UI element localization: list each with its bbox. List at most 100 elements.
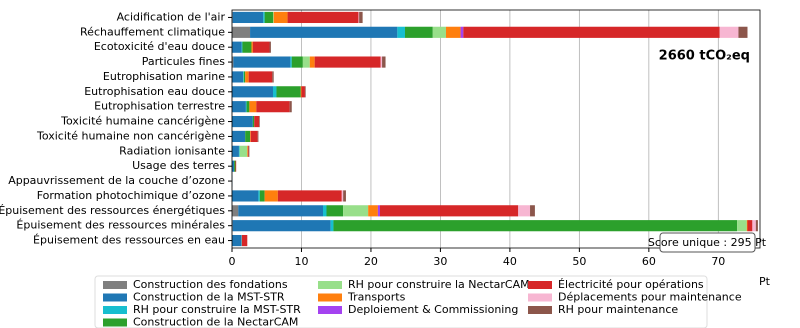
bar-segment [232,220,331,232]
annotation-box [659,232,756,253]
legend-swatch [318,293,342,302]
bar-segment [232,11,264,24]
bar-segment [232,145,239,157]
legend-swatch [318,281,342,289]
x-tick-label: 30 [433,255,447,268]
bar-segment [277,190,342,202]
bar-segment [246,101,250,113]
bar-segment [232,41,242,53]
y-tick-label: Réchauffement climatique [80,25,225,38]
bar-segment [250,26,398,38]
bar-segment [232,26,251,38]
y-tick-label: Eutrophisation terrestre [94,100,225,113]
bar-segment [397,26,405,38]
bar-segment [232,71,244,83]
bar-segment [738,26,748,38]
bar-segment [245,130,251,143]
bar-segment [304,86,306,98]
y-tick-label: Épuisement des ressources énergétiques [0,204,225,217]
bar-segment [251,41,253,53]
bar-segment [382,56,386,68]
bar-segment [530,205,535,217]
bar-segment [289,101,292,113]
bar-segment [250,130,251,143]
bar-segment [377,205,380,217]
legend-label: Construction de la MST-STR [133,291,285,304]
bar-segment [232,101,246,113]
bar-segment [248,145,250,157]
bar-segment [235,160,237,172]
bar-segment [341,190,344,202]
bar-segment [432,26,446,38]
bar-segment [752,220,756,232]
bar-segment [264,11,273,24]
bar-segment [323,205,327,217]
bar-segment [232,130,246,143]
bar-segment [404,26,433,38]
legend-swatch [528,281,552,289]
bar-segment [272,86,277,98]
bar-segment [272,71,274,83]
bar-segment [518,205,531,217]
bar-segment [333,220,738,232]
bar-segment [263,11,265,24]
bar-segment [301,86,305,98]
bar-segment [232,115,253,128]
legend-swatch [103,293,127,302]
bar-segment [272,11,274,24]
legend-label: Électricité pour opérations [558,278,704,291]
bar-segment [257,130,259,143]
y-tick-label: Formation photochimique d’ozone [37,189,225,202]
bar-segment [238,145,240,157]
bar-segment [252,115,255,128]
x-tick-label: 70 [711,255,725,268]
x-tick-label: 60 [642,255,656,268]
legend-label: Deploiement & Commissioning [348,303,518,316]
bar-segment [232,205,239,217]
bar-segment [358,11,360,24]
legend-label: RH pour construire la NectarCAM [348,278,530,291]
y-tick-label: Toxicité humaine cancérigène [60,115,225,128]
bar-segment [232,56,234,68]
annotation: Score unique : 295 Pt [648,236,767,249]
bar-segment [755,220,758,232]
bar-segment [259,115,260,128]
y-tick-label: Toxicité humaine non cancérigène [36,129,225,142]
bar-segment [291,56,303,68]
y-tick-label: Radiation ionisante [119,144,225,157]
bar-segment [269,41,271,53]
bar-segment [242,41,252,53]
x-axis-label: Pt [759,275,771,288]
bar-segment [380,56,383,68]
legend-label: Déplacements pour maintenance [558,291,742,304]
legend-label: Construction de la NectarCAM [133,316,298,328]
bar-segment [276,86,301,98]
bar-segment [232,234,242,247]
y-tick-label: Usage des terres [132,159,225,172]
y-tick-label: Acidification de l'air [117,10,226,23]
bar-segment [287,11,359,24]
bar-segment [258,190,260,202]
y-tick-label: Appauvrissement de la couche d’ozone [8,174,225,187]
x-tick-label: 20 [364,255,378,268]
bar-segment [309,56,315,68]
bar-segment [250,130,258,143]
y-tick-label: Ecotoxicité d'eau douce [94,40,225,53]
bar-segment [302,56,310,68]
bar-segment [746,220,748,232]
bar-segment [737,220,747,232]
bar-segment [273,11,288,24]
bar-segment [241,41,243,53]
legend-swatch [103,318,127,327]
bar-segment [241,234,248,247]
y-tick-label: Eutrophisation marine [103,70,225,83]
bar-segment [232,160,235,172]
bar-segment [368,205,378,217]
bar-segment [256,101,290,113]
annotation: 2660 tCO₂eq [659,49,750,64]
bar-segment [264,190,278,202]
bar-segment [290,56,292,68]
bar-segment [300,86,302,98]
